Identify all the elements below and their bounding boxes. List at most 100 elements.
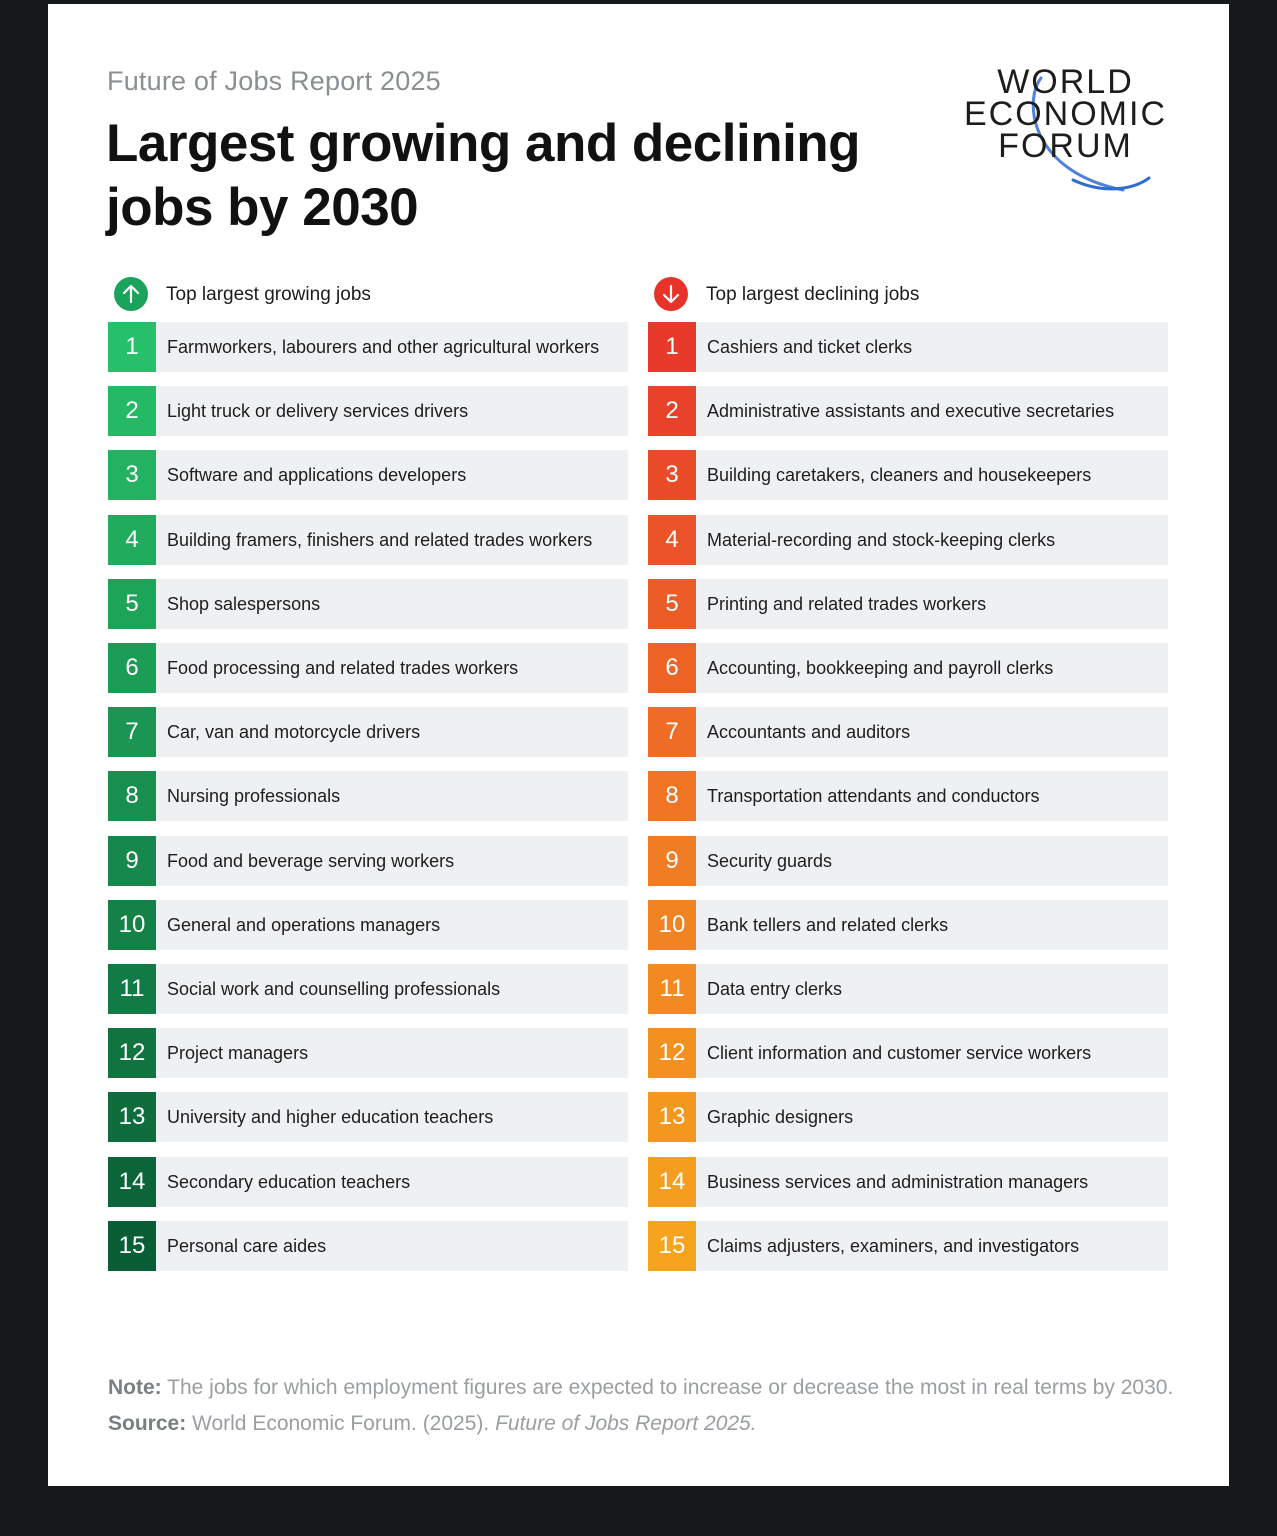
rank-badge: 12: [108, 1028, 156, 1078]
growing-job-row: 2 Light truck or delivery services driver…: [108, 386, 628, 436]
growing-jobs-column: Top largest growing jobs 1 Farmworkers, l…: [108, 276, 628, 1271]
rank-badge: 9: [648, 836, 696, 886]
rank-badge: 7: [108, 707, 156, 757]
job-title: Accounting, bookkeeping and payroll cler…: [707, 658, 1054, 678]
declining-job-row: 2 Administrative assistants and executive…: [648, 386, 1168, 436]
rank-badge: 6: [648, 643, 696, 693]
declining-job-row: 10 Bank tellers and related clerks: [648, 900, 1168, 950]
logo-line-3: FORUM: [998, 127, 1133, 165]
declining-job-row: 12 Client information and customer servic…: [648, 1028, 1168, 1078]
rank-badge: 3: [648, 450, 696, 500]
rank-badge: 14: [108, 1157, 156, 1207]
job-title: Printing and related trades workers: [707, 594, 987, 614]
rank-badge: 13: [108, 1092, 156, 1142]
declining-jobs-header: Top largest declining jobs: [648, 276, 1168, 316]
rank-badge: 4: [648, 515, 696, 565]
rank-badge: 13: [648, 1092, 696, 1142]
declining-job-row: 15 Claims adjusters, examiners, and inves…: [648, 1221, 1168, 1271]
rank-badge: 14: [648, 1157, 696, 1207]
growing-jobs-heading: Top largest growing jobs: [166, 284, 371, 305]
source-text: World Economic Forum. (2025).: [186, 1412, 496, 1435]
rank-badge: 1: [108, 322, 156, 372]
job-title: Bank tellers and related clerks: [707, 915, 949, 935]
note-text: The jobs for which employment figures ar…: [161, 1376, 1174, 1399]
rank-badge: 6: [108, 643, 156, 693]
rank-badge: 11: [648, 964, 696, 1014]
rank-badge: 5: [648, 579, 696, 629]
declining-job-row: 5 Printing and related trades workers: [648, 579, 1168, 629]
arrow-up-icon: [114, 277, 148, 311]
logo-line-2: ECONOMIC: [964, 95, 1167, 133]
rank-badge: 7: [648, 707, 696, 757]
job-title: Accountants and auditors: [707, 722, 911, 742]
growing-job-row: 6 Food processing and related trades work…: [108, 643, 628, 693]
footnote: Note: The jobs for which employment figu…: [108, 1370, 1173, 1442]
page-title: Largest growing and declining jobs by 20…: [106, 114, 861, 237]
growing-jobs-header: Top largest growing jobs: [108, 276, 628, 316]
rank-badge: 9: [108, 836, 156, 886]
note-line: Note: The jobs for which employment figu…: [108, 1370, 1173, 1406]
growing-job-row: 9 Food and beverage serving workers: [108, 836, 628, 886]
rank-badge: 10: [108, 900, 156, 950]
rank-badge: 5: [108, 579, 156, 629]
declining-job-row: 1 Cashiers and ticket clerks: [648, 322, 1168, 372]
growing-job-row: 12 Project managers: [108, 1028, 628, 1078]
job-title: Data entry clerks: [707, 979, 843, 999]
job-title: Project managers: [167, 1043, 309, 1063]
job-title: Building framers, finishers and related …: [167, 530, 593, 550]
growing-job-row: 10 General and operations managers: [108, 900, 628, 950]
growing-job-row: 1 Farmworkers, labourers and other agricu…: [108, 322, 628, 372]
growing-job-row: 4 Building framers, finishers and related…: [108, 515, 628, 565]
rank-badge: 2: [648, 386, 696, 436]
rank-badge: 10: [648, 900, 696, 950]
job-title: Farmworkers, labourers and other agricul…: [167, 337, 600, 357]
declining-job-row: 3 Building caretakers, cleaners and house…: [648, 450, 1168, 500]
job-title: Security guards: [707, 851, 833, 871]
rank-badge: 15: [648, 1221, 696, 1271]
infographic-card: Future of Jobs Report 2025 Largest growi…: [48, 4, 1229, 1486]
declining-jobs-heading: Top largest declining jobs: [706, 284, 920, 305]
job-title: Cashiers and ticket clerks: [707, 337, 913, 357]
declining-job-row: 8 Transportation attendants and conductor…: [648, 771, 1168, 821]
rank-badge: 8: [108, 771, 156, 821]
growing-job-row: 11 Social work and counselling profession…: [108, 964, 628, 1014]
job-title: Food and beverage serving workers: [167, 851, 455, 871]
declining-job-row: 9 Security guards: [648, 836, 1168, 886]
declining-job-row: 13 Graphic designers: [648, 1092, 1168, 1142]
job-title: Car, van and motorcycle drivers: [167, 722, 421, 742]
job-title: Claims adjusters, examiners, and investi…: [707, 1236, 1080, 1256]
job-title: Personal care aides: [167, 1236, 327, 1256]
declining-jobs-column: Top largest declining jobs 1 Cashiers and…: [648, 276, 1168, 1271]
job-title: Transportation attendants and conductors: [707, 786, 1040, 806]
growing-job-row: 5 Shop salespersons: [108, 579, 628, 629]
declining-job-row: 11 Data entry clerks: [648, 964, 1168, 1014]
job-title: Graphic designers: [707, 1107, 854, 1127]
growing-job-row: 14 Secondary education teachers: [108, 1157, 628, 1207]
rank-badge: 3: [108, 450, 156, 500]
job-title: Building caretakers, cleaners and housek…: [707, 465, 1092, 485]
note-label: Note:: [108, 1376, 162, 1399]
job-title: Shop salespersons: [167, 594, 321, 614]
growing-job-row: 13 University and higher education teache…: [108, 1092, 628, 1142]
rank-badge: 11: [108, 964, 156, 1014]
job-title: Client information and customer service …: [707, 1043, 1092, 1063]
job-title: Software and applications developers: [167, 465, 467, 485]
job-title: Social work and counselling professional…: [167, 979, 501, 999]
job-title: University and higher education teachers: [167, 1107, 494, 1127]
job-title: Administrative assistants and executive …: [707, 401, 1115, 421]
job-title: Secondary education teachers: [167, 1172, 411, 1192]
growing-job-row: 15 Personal care aides: [108, 1221, 628, 1271]
job-title: Material-recording and stock-keeping cle…: [707, 530, 1056, 550]
rank-badge: 2: [108, 386, 156, 436]
logo-swoosh-icon: [1031, 76, 1151, 192]
rank-badge: 4: [108, 515, 156, 565]
declining-job-row: 6 Accounting, bookkeeping and payroll cle…: [648, 643, 1168, 693]
declining-job-row: 4 Material-recording and stock-keeping cl…: [648, 515, 1168, 565]
rank-badge: 1: [648, 322, 696, 372]
job-title: Business services and administration man…: [707, 1172, 1089, 1192]
declining-job-row: 7 Accountants and auditors: [648, 707, 1168, 757]
job-title: General and operations managers: [167, 915, 441, 935]
job-title: Nursing professionals: [167, 786, 341, 806]
job-title: Food processing and related trades worke…: [167, 658, 519, 678]
source-label: Source:: [108, 1412, 187, 1435]
